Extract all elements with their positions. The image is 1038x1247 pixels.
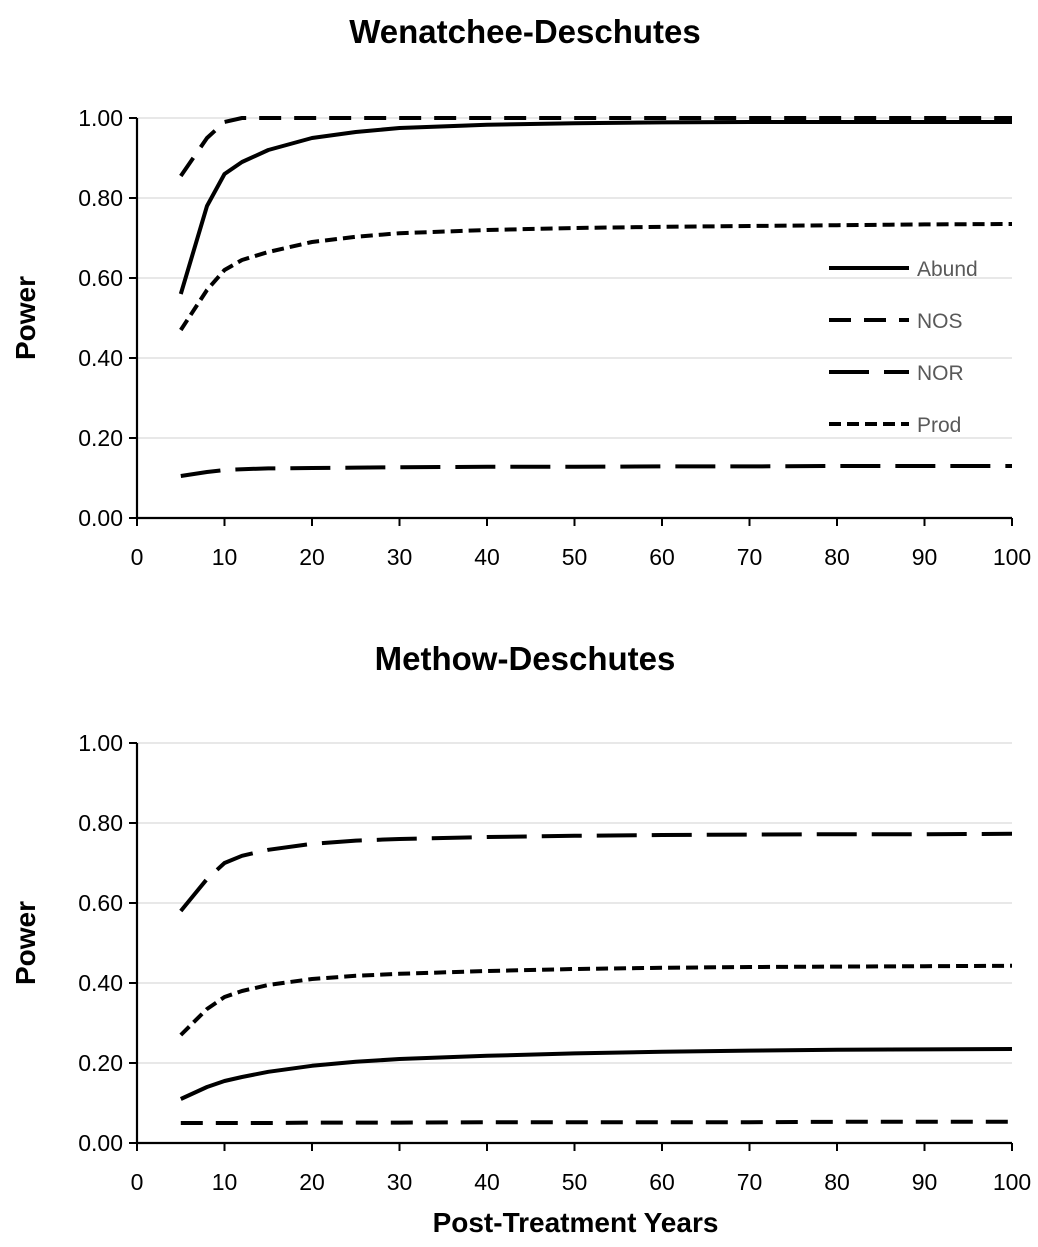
chart-title: Wenatchee-Deschutes [349,13,701,50]
y-tick-label: 0.60 [78,265,123,291]
y-tick-label: 1.00 [78,105,123,131]
x-tick-label: 40 [474,1169,500,1195]
x-tick-label: 70 [737,544,763,570]
y-tick-label: 0.20 [78,1050,123,1076]
series-line-longdash [179,831,1013,913]
series-line-shortdash [179,963,1013,1037]
x-tick-label: 90 [912,1169,938,1195]
legend: Abund NOS NOR Prod [829,258,978,437]
y-tick-label: 0.00 [78,505,123,531]
x-tick-label: 0 [131,544,144,570]
x-tick-label: 20 [299,544,325,570]
series-line-nor [180,464,1012,478]
x-tick-label: 10 [212,544,238,570]
x-tick-label: 50 [562,544,588,570]
x-tick-label: 0 [131,1169,144,1195]
y-tick-label: 0.20 [78,425,123,451]
series-line-abund [178,120,1012,295]
x-tick-label: 60 [649,544,675,570]
legend-label: Abund [917,258,978,281]
x-tick-label: 90 [912,544,938,570]
y-tick-label: 0.40 [78,345,123,371]
x-tick-label: 40 [474,544,500,570]
x-tick-label: 30 [387,1169,413,1195]
series-line-prod [179,222,1013,332]
x-tick-label: 80 [824,544,850,570]
y-tick-label: 0.40 [78,970,123,996]
series-line-solid [179,1047,1013,1101]
x-tick-label: 30 [387,544,413,570]
x-tick-label: 60 [649,1169,675,1195]
y-tick-label: 0.00 [78,1130,123,1156]
x-tick-label: 10 [212,1169,238,1195]
chart-methow-deschutes: Methow-Deschutes 0.00 0.20 0.40 0.60 0.80 1.0… [10,640,1031,1238]
series-line-dash [180,1119,1012,1125]
x-tick-label: 20 [299,1169,325,1195]
legend-label: Prod [917,414,961,437]
x-tick-label: 100 [993,1169,1031,1195]
x-axis-label: Post-Treatment Years [433,1207,719,1238]
legend-label: NOS [917,310,963,333]
x-tick-label: 80 [824,1169,850,1195]
x-tick-label: 50 [562,1169,588,1195]
y-tick-label: 0.80 [78,810,123,836]
legend-label: NOR [917,362,964,385]
y-axis-label: Power [10,276,41,360]
y-tick-label: 1.00 [78,730,123,756]
y-tick-label: 0.80 [78,185,123,211]
series-line-nos [179,116,1012,178]
y-axis-label: Power [10,901,41,985]
x-tick-label: 100 [993,544,1031,570]
chart-wenatchee-deschutes: Wenatchee-Deschutes 0.00 0.20 0.40 0.60 0.80… [10,13,1031,570]
y-tick-label: 0.60 [78,890,123,916]
chart-title: Methow-Deschutes [375,640,676,677]
x-tick-label: 70 [737,1169,763,1195]
